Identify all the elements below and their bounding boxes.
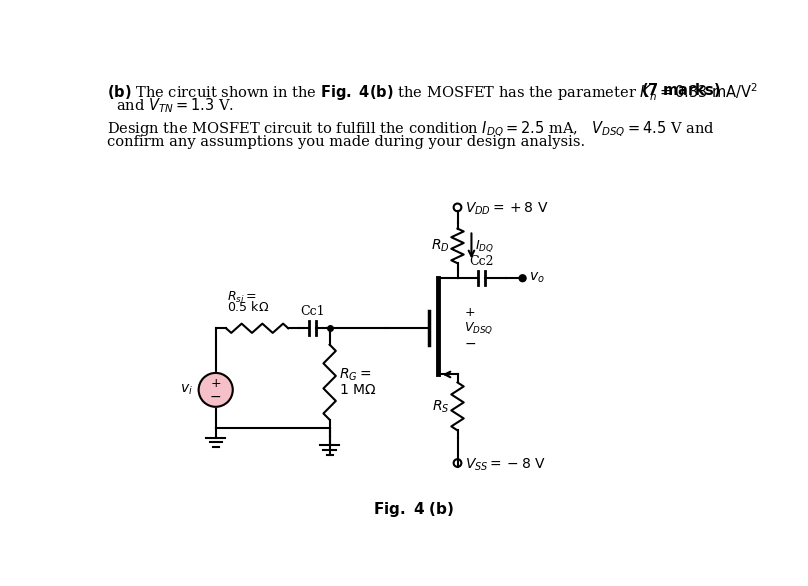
Text: $\mathbf{Fig.\ 4\ (b)}$: $\mathbf{Fig.\ 4\ (b)}$ bbox=[373, 500, 455, 519]
Text: and $V_{TN} = 1.3$ V.: and $V_{TN} = 1.3$ V. bbox=[116, 97, 234, 115]
Text: $-$: $-$ bbox=[464, 336, 476, 350]
Text: confirm any assumptions you made during your design analysis.: confirm any assumptions you made during … bbox=[107, 135, 585, 149]
Circle shape bbox=[520, 275, 526, 281]
Text: $R_G =$: $R_G =$ bbox=[339, 366, 372, 383]
Text: $1\ \mathrm{M\Omega}$: $1\ \mathrm{M\Omega}$ bbox=[339, 383, 377, 397]
Text: $R_S$: $R_S$ bbox=[432, 398, 450, 415]
Text: $v_i$: $v_i$ bbox=[179, 383, 192, 397]
Text: $\mathbf{(7\ marks)}$: $\mathbf{(7\ marks)}$ bbox=[642, 81, 721, 99]
Text: +: + bbox=[210, 377, 221, 390]
Text: $+$: $+$ bbox=[464, 306, 475, 319]
Text: $\mathbf{(b)}$ The circuit shown in the $\mathbf{Fig.\ 4(b)}$ the MOSFET has the: $\mathbf{(b)}$ The circuit shown in the … bbox=[107, 81, 759, 103]
Text: $0.5\ \mathrm{k\Omega}$: $0.5\ \mathrm{k\Omega}$ bbox=[227, 301, 270, 315]
Text: $R_D$: $R_D$ bbox=[431, 238, 450, 254]
Text: $V_{DSQ}$: $V_{DSQ}$ bbox=[464, 320, 493, 336]
Text: Cc1: Cc1 bbox=[301, 305, 325, 318]
Text: Design the MOSFET circuit to fulfill the condition $I_{DQ} = 2.5$ mA,   $V_{DSQ}: Design the MOSFET circuit to fulfill the… bbox=[107, 120, 715, 139]
Text: Cc2: Cc2 bbox=[469, 255, 494, 268]
Text: $I_{DQ}$: $I_{DQ}$ bbox=[474, 238, 494, 254]
Text: −: − bbox=[210, 390, 221, 404]
Text: $v_o$: $v_o$ bbox=[528, 271, 545, 285]
Text: $R_{si} =$: $R_{si} =$ bbox=[227, 290, 257, 305]
Circle shape bbox=[199, 373, 233, 407]
Text: $V_{DD} = +8\ \mathrm{V}$: $V_{DD} = +8\ \mathrm{V}$ bbox=[465, 201, 549, 217]
Text: $V_{SS} = -8\ \mathrm{V}$: $V_{SS} = -8\ \mathrm{V}$ bbox=[465, 456, 546, 473]
